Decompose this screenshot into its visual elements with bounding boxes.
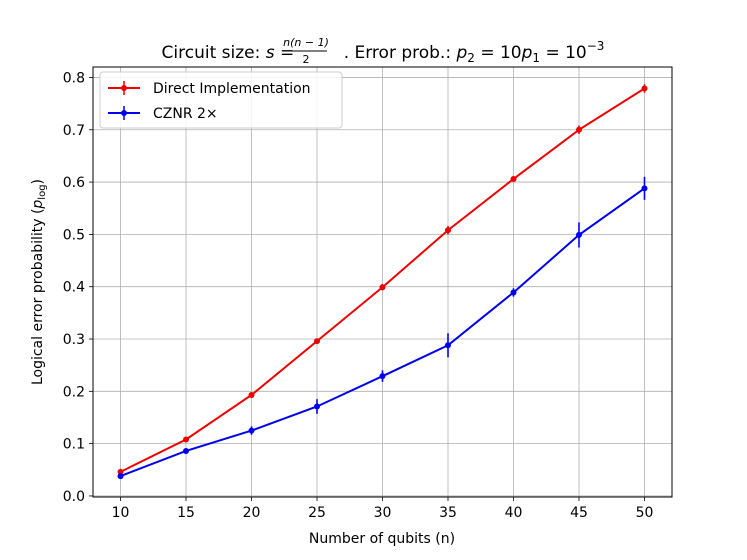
y-tick-label: 0.1 bbox=[63, 437, 85, 453]
y-tick-label: 0.2 bbox=[63, 384, 85, 400]
data-point bbox=[379, 284, 386, 291]
y-tick-label: 0.0 bbox=[63, 489, 85, 505]
series-1 bbox=[117, 176, 648, 480]
data-point bbox=[510, 289, 517, 296]
data-point bbox=[117, 473, 124, 480]
title-middle: . Error prob.: bbox=[344, 43, 457, 63]
legend-box bbox=[99, 71, 343, 129]
x-tick-label: 45 bbox=[570, 505, 588, 521]
data-point bbox=[575, 231, 582, 238]
y-axis-label-suffix: ) bbox=[30, 179, 46, 184]
series-0 bbox=[117, 84, 648, 475]
title-equals: = bbox=[275, 43, 300, 63]
title-p1-subscript: 1 bbox=[532, 51, 540, 65]
x-tick-label: 35 bbox=[439, 505, 457, 521]
data-point bbox=[641, 185, 648, 192]
title-exponent: −3 bbox=[587, 39, 605, 53]
data-point bbox=[183, 447, 190, 454]
title-equals-ten-2: = 10 bbox=[540, 43, 587, 63]
title-fraction-denominator: 2 bbox=[303, 53, 310, 66]
y-axis-label-subscript: log bbox=[37, 184, 48, 199]
y-tick-label: 0.7 bbox=[63, 123, 85, 139]
y-tick-label: 0.6 bbox=[63, 175, 85, 191]
legend-marker-cznr bbox=[121, 110, 127, 116]
data-point bbox=[379, 373, 386, 380]
axis-ticks: 10 15 20 25 30 35 40 45 50 0.0 0.1 0.2 0.3 0.4 0.5 0.6 0… bbox=[63, 70, 654, 521]
title-equals-ten: = 10 bbox=[475, 43, 522, 63]
x-tick-label: 15 bbox=[177, 505, 195, 521]
data-point bbox=[248, 427, 255, 434]
legend-label-cznr: CZNR 2× bbox=[153, 106, 218, 122]
x-tick-label: 25 bbox=[308, 505, 326, 521]
data-point bbox=[575, 126, 582, 133]
legend-label-direct: Direct Implementation bbox=[153, 81, 311, 97]
x-tick-label: 50 bbox=[636, 505, 654, 521]
y-tick-label: 0.5 bbox=[63, 227, 85, 243]
x-tick-label: 40 bbox=[505, 505, 523, 521]
y-tick-label: 0.3 bbox=[63, 332, 85, 348]
data-point bbox=[510, 175, 517, 182]
title-fraction: n(n − 1) 2 bbox=[283, 36, 329, 66]
data-point bbox=[117, 468, 124, 475]
chart-title: Circuit size: s = . Error prob.: p2 = 10… bbox=[162, 39, 605, 65]
data-point bbox=[444, 342, 451, 349]
data-point bbox=[248, 391, 255, 398]
x-tick-label: 30 bbox=[374, 505, 392, 521]
x-axis-label: Number of qubits (n) bbox=[309, 531, 455, 547]
y-axis-label: Logical error probability (plog) bbox=[30, 179, 48, 385]
y-tick-label: 0.8 bbox=[63, 70, 85, 86]
title-p2-subscript: 2 bbox=[467, 51, 475, 65]
data-point bbox=[314, 338, 321, 345]
data-point bbox=[444, 227, 451, 234]
x-tick-label: 20 bbox=[243, 505, 261, 521]
legend-marker-direct bbox=[121, 85, 127, 91]
x-tick-label: 10 bbox=[112, 505, 130, 521]
y-tick-label: 0.4 bbox=[63, 280, 85, 296]
y-axis-label-variable: p bbox=[30, 200, 46, 210]
title-p1: p bbox=[521, 43, 533, 63]
data-point bbox=[641, 85, 648, 92]
legend: Direct Implementation CZNR 2× bbox=[99, 71, 343, 129]
title-fraction-numerator: n(n − 1) bbox=[283, 36, 329, 49]
title-prefix: Circuit size: bbox=[162, 43, 266, 63]
data-point bbox=[314, 403, 321, 410]
series-group bbox=[117, 84, 648, 480]
title-s-variable: s bbox=[266, 43, 275, 63]
data-point bbox=[183, 436, 190, 443]
title-p2: p bbox=[455, 43, 467, 63]
y-axis-label-prefix: Logical error probability ( bbox=[30, 209, 46, 385]
